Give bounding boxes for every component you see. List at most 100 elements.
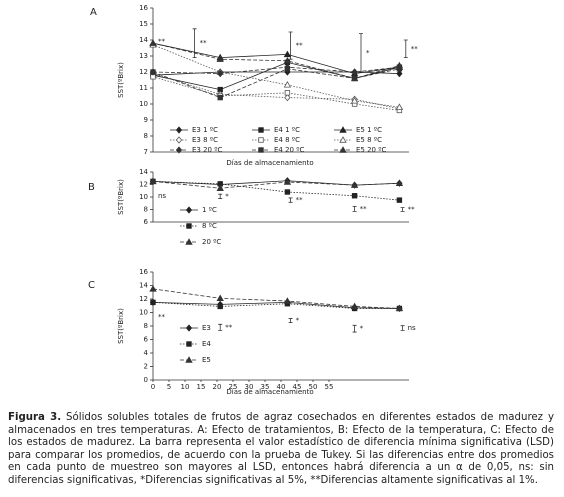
significance-label: ** (200, 39, 208, 47)
significance-label: * (225, 192, 229, 200)
series-line (152, 301, 400, 309)
marker (396, 69, 403, 78)
legend-marker (185, 206, 193, 214)
marker (216, 294, 224, 302)
series-line (152, 73, 400, 110)
marker (216, 184, 224, 191)
y-tick-label: 8 (144, 206, 148, 214)
y-tick-label: 10 (139, 309, 148, 317)
caption: Figura 3. Sólidos solubles totales de fr… (8, 412, 554, 488)
legend-label: E4 (202, 340, 211, 348)
marker (150, 299, 156, 306)
y-tick-label: 10 (139, 193, 148, 201)
y-tick-label: 6 (144, 218, 149, 226)
marker (283, 178, 292, 185)
y-tick-label: 0 (144, 376, 148, 384)
figure: A SST(ºBrix) Días de almacenamiento 7 8 9 10 11… (88, 4, 419, 396)
x-axis-label: Días de almacenamiento (226, 388, 313, 396)
series-line (152, 180, 400, 201)
significance-label: ** (408, 206, 416, 214)
y-tick-label: 6 (144, 336, 149, 344)
significance-label: ** (158, 313, 166, 321)
legend-marker (175, 146, 183, 154)
legend-label: E3 1 ºC (192, 126, 218, 134)
lsd-bar (192, 28, 197, 58)
y-tick-label: 11 (139, 84, 148, 92)
marker (283, 56, 292, 64)
series-line (152, 301, 400, 309)
lsd-bar (288, 31, 293, 60)
marker (283, 297, 292, 304)
lsd-bar (288, 197, 293, 203)
y-axis-label: SST(ºBrix) (117, 62, 125, 98)
y-tick-label: 13 (139, 52, 148, 60)
legend-marker (175, 136, 183, 144)
y-tick-label: 12 (139, 295, 148, 303)
marker (284, 189, 291, 195)
y-tick-label: 8 (144, 322, 148, 330)
marker (217, 69, 224, 78)
y-tick-label: 16 (139, 268, 148, 276)
legend-label: E4 20 ºC (274, 146, 305, 154)
y-tick-label: 14 (139, 168, 148, 176)
legend-marker (186, 341, 192, 347)
marker (217, 94, 223, 101)
x-tick-label: 50 (309, 383, 318, 391)
y-axis-label: SST(ºBrix) (117, 179, 125, 215)
marker (216, 55, 224, 62)
x-tick-label: 55 (325, 383, 334, 391)
lsd-bar (218, 193, 223, 199)
legend-label: 1 ºC (202, 206, 217, 214)
x-tick-label: 10 (181, 383, 190, 391)
x-tick-label: 35 (261, 383, 270, 391)
x-axis-label: Días de almacenamiento (226, 159, 313, 167)
legend-marker (185, 356, 193, 363)
legend-label: E5 8 ºC (356, 136, 382, 144)
legend-marker (175, 126, 183, 134)
marker (350, 181, 359, 188)
marker (284, 93, 291, 102)
legend-label: E4 8 ºC (274, 136, 300, 144)
significance-label: ns (158, 192, 166, 200)
significance-label: ns (408, 324, 416, 332)
lsd-bar (359, 33, 363, 73)
significance-label: ** (411, 45, 419, 53)
legend-marker (339, 126, 347, 133)
caption-text: Sólidos solubles totales de frutos de ag… (8, 412, 554, 486)
significance-label: * (296, 317, 300, 325)
y-tick-label: 15 (139, 20, 148, 28)
legend-marker (185, 324, 193, 332)
legend-label: E3 8 ºC (192, 136, 218, 144)
significance-label: ** (296, 42, 304, 50)
marker (350, 96, 359, 104)
legend-marker (185, 238, 193, 245)
significance-label: ** (158, 38, 166, 46)
y-tick-label: 7 (144, 148, 148, 156)
marker (150, 69, 156, 75)
marker (395, 179, 404, 186)
series-line (152, 42, 400, 75)
marker (284, 66, 291, 72)
y-tick-label: 10 (139, 100, 148, 108)
marker (396, 197, 403, 203)
marker (395, 304, 404, 312)
legend-label: E3 (202, 324, 211, 332)
y-tick-label: 9 (144, 116, 148, 124)
significance-label: ** (296, 196, 304, 204)
y-tick-label: 8 (144, 132, 148, 140)
lsd-bar (288, 318, 293, 324)
panel-letter: B (88, 182, 95, 193)
legend-label: E5 1 ºC (356, 126, 382, 134)
x-tick-label: 0 (151, 383, 155, 391)
legend-marker (186, 223, 192, 229)
series-line (152, 44, 400, 108)
x-tick-label: 30 (245, 383, 254, 391)
y-tick-label: 16 (139, 4, 148, 12)
y-tick-label: 4 (144, 349, 149, 357)
y-tick-label: 14 (139, 36, 148, 44)
marker (351, 193, 358, 199)
x-tick-label: 15 (197, 383, 206, 391)
marker (283, 80, 292, 88)
y-tick-label: 12 (139, 68, 148, 76)
marker (149, 39, 157, 46)
